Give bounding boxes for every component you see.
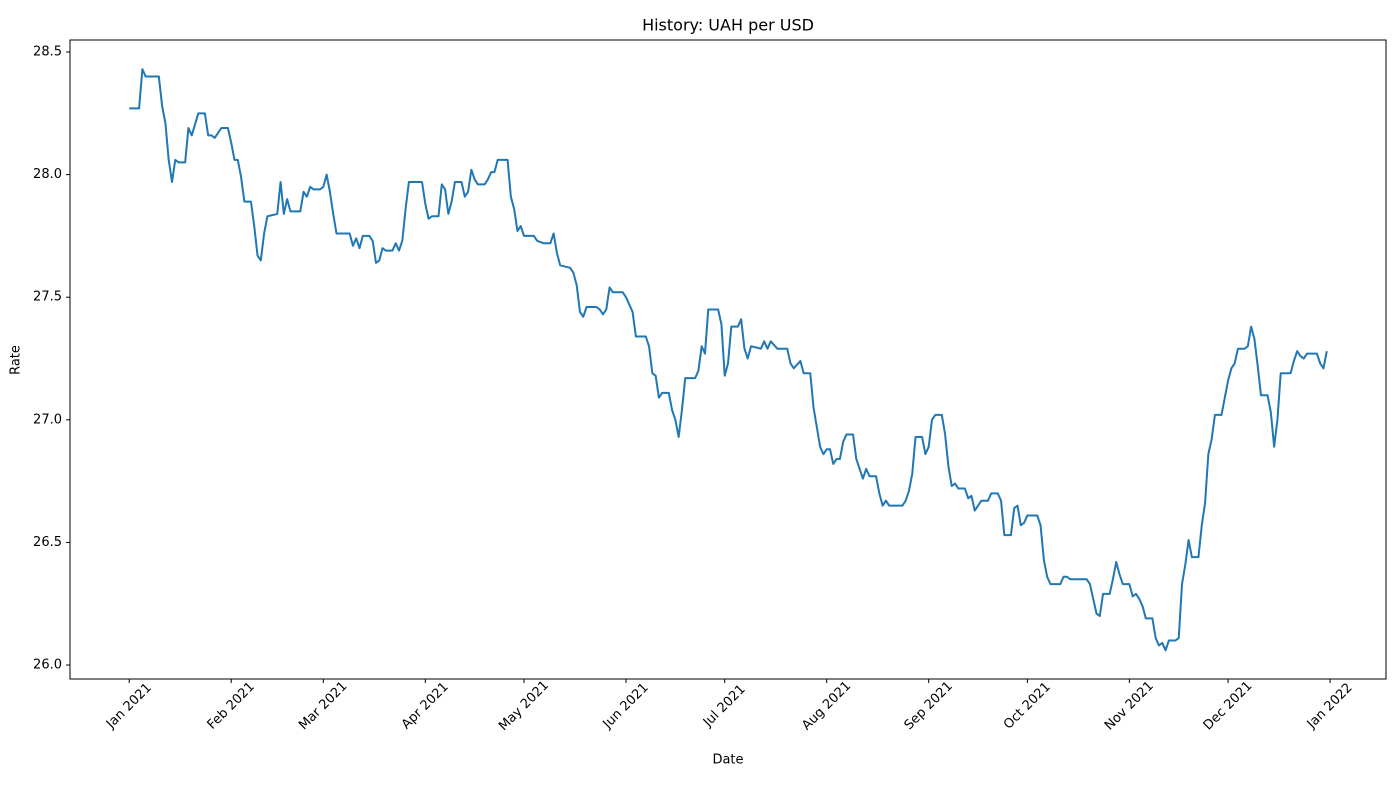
y-tick-label: 27.0 xyxy=(33,412,62,427)
x-axis-label: Date xyxy=(712,753,743,768)
y-tick-label: 26.0 xyxy=(33,658,62,673)
y-tick-label: 28.0 xyxy=(33,167,62,182)
axes-frame xyxy=(69,39,1387,680)
data-line xyxy=(129,68,1328,652)
chart-title: History: UAH per USD xyxy=(642,16,814,35)
y-tick-label: 28.5 xyxy=(33,45,62,60)
y-tick-label: 27.5 xyxy=(33,290,62,305)
y-tick-label: 26.5 xyxy=(33,535,62,550)
y-axis-label: Rate xyxy=(9,345,24,375)
